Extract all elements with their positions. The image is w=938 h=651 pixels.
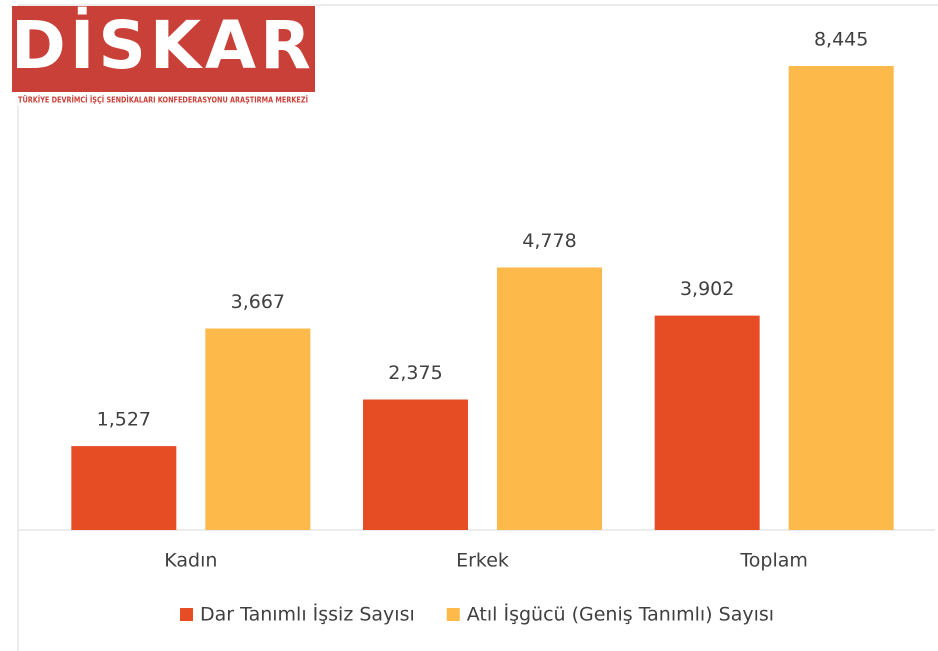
value-label: 3,902: [680, 278, 734, 300]
legend-label: Atıl İşgücü (Geniş Tanımlı) Sayısı: [467, 603, 774, 626]
x-tick-label: Erkek: [456, 550, 509, 572]
bar: [654, 315, 760, 530]
value-label: 8,445: [814, 29, 868, 51]
bar: [205, 328, 311, 530]
legend-swatch: [180, 608, 193, 621]
logo-tagline: TÜRKİYE DEVRİMCİ İŞÇİ SENDİKALARI KONFED…: [18, 95, 308, 105]
bar: [71, 446, 177, 530]
bar: [497, 267, 602, 530]
value-label: 3,667: [231, 291, 285, 313]
logo-background: [12, 6, 315, 92]
logo-name: DİSKAR: [11, 7, 315, 84]
bar: [363, 399, 468, 530]
value-label: 1,527: [97, 409, 151, 431]
x-tick-label: Kadın: [164, 550, 217, 572]
legend-label: Dar Tanımlı İşsiz Sayısı: [200, 603, 415, 626]
legend-swatch: [446, 608, 460, 621]
value-label: 4,778: [522, 230, 576, 252]
logo-strip: [12, 92, 315, 106]
bar: [788, 66, 894, 530]
logo: DİSKAR TÜRKİYE DEVRİMCİ İŞÇİ SENDİKALARI…: [11, 6, 315, 106]
x-tick-label: Toplam: [739, 550, 808, 572]
value-label: 2,375: [388, 362, 442, 384]
